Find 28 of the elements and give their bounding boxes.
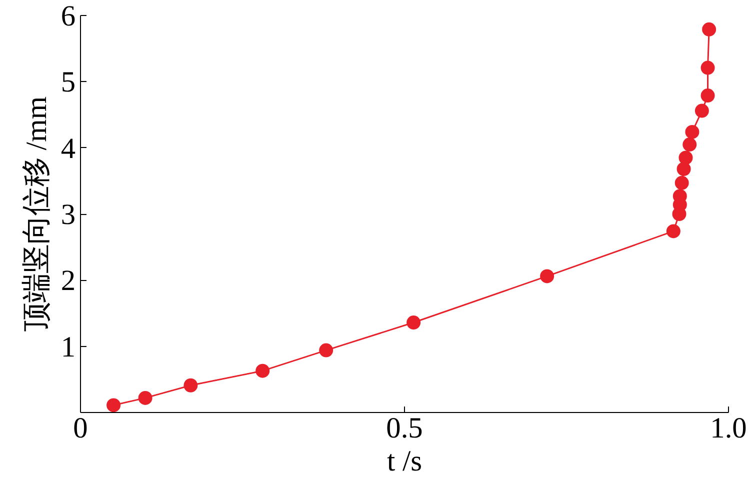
y-axis-title: 顶端竖向位移 /mm (20, 96, 53, 332)
x-tick-label: 0 (73, 412, 88, 444)
point (319, 343, 334, 358)
point (666, 224, 680, 238)
point (184, 378, 198, 392)
point (694, 104, 709, 118)
point (700, 60, 715, 75)
point (256, 364, 270, 378)
point (700, 88, 715, 103)
point (702, 22, 716, 36)
y-tick-label: 6 (60, 0, 76, 32)
y-tick-label: 4 (60, 132, 76, 165)
x-tick-label: 1.0 (710, 412, 747, 444)
point (406, 316, 421, 330)
y-tick-label: 1 (60, 331, 76, 364)
point (685, 124, 700, 139)
x-axis-title: t /s (386, 446, 422, 478)
point (540, 269, 554, 284)
point (106, 398, 121, 412)
y-tick-label: 2 (60, 265, 76, 298)
point (678, 150, 693, 165)
y-tick-label: 3 (60, 199, 76, 231)
point (138, 390, 152, 405)
point (682, 138, 697, 152)
y-tick-label: 5 (60, 66, 76, 99)
point (674, 176, 689, 190)
x-tick-label: 0.5 (386, 412, 423, 444)
point (676, 162, 691, 176)
